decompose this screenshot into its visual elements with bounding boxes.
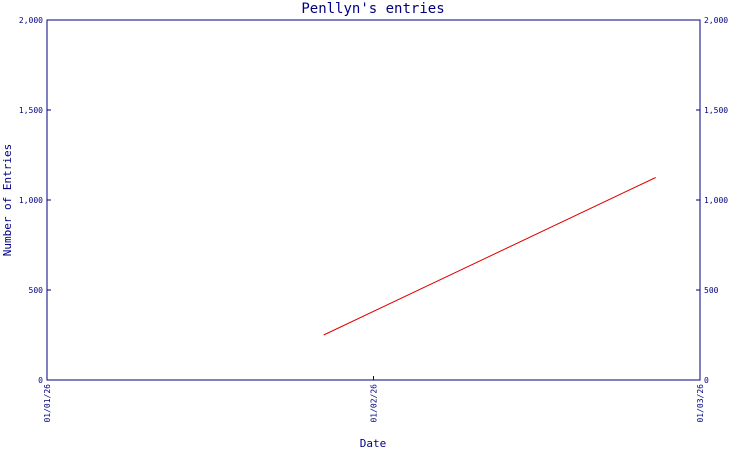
y-tick-label-right: 0 — [704, 376, 709, 385]
y-axis-label: Number of Entries — [1, 144, 14, 257]
series-line — [323, 177, 656, 336]
x-axis-label: Date — [360, 437, 387, 450]
y-tick-label-right: 1,500 — [704, 106, 728, 115]
plot-area-frame — [46, 19, 701, 381]
y-tick-label-right: 1,000 — [704, 196, 728, 205]
x-tick-label: 01/01/26 — [43, 384, 52, 423]
x-axis-ticks: 01/01/26 01/02/26 01/03/26 — [43, 376, 705, 423]
x-tick-label: 01/02/26 — [370, 384, 379, 423]
y-tick-label-right: 500 — [704, 286, 719, 295]
y-tick-label-right: 2,000 — [704, 16, 728, 25]
x-tick-label: 01/03/26 — [696, 384, 705, 423]
y-tick-label-left: 1,000 — [19, 196, 43, 205]
y-tick-label-left: 2,000 — [19, 16, 43, 25]
y-tick-label-left: 0 — [38, 376, 43, 385]
y-axis-left-ticks: 0 500 1,000 1,500 2,000 — [19, 16, 51, 385]
chart-title: Penllyn's entries — [301, 1, 444, 17]
y-tick-label-left: 500 — [29, 286, 44, 295]
y-tick-label-left: 1,500 — [19, 106, 43, 115]
y-axis-right-ticks: 0 500 1,000 1,500 2,000 — [696, 16, 728, 385]
series-layer — [323, 177, 656, 336]
